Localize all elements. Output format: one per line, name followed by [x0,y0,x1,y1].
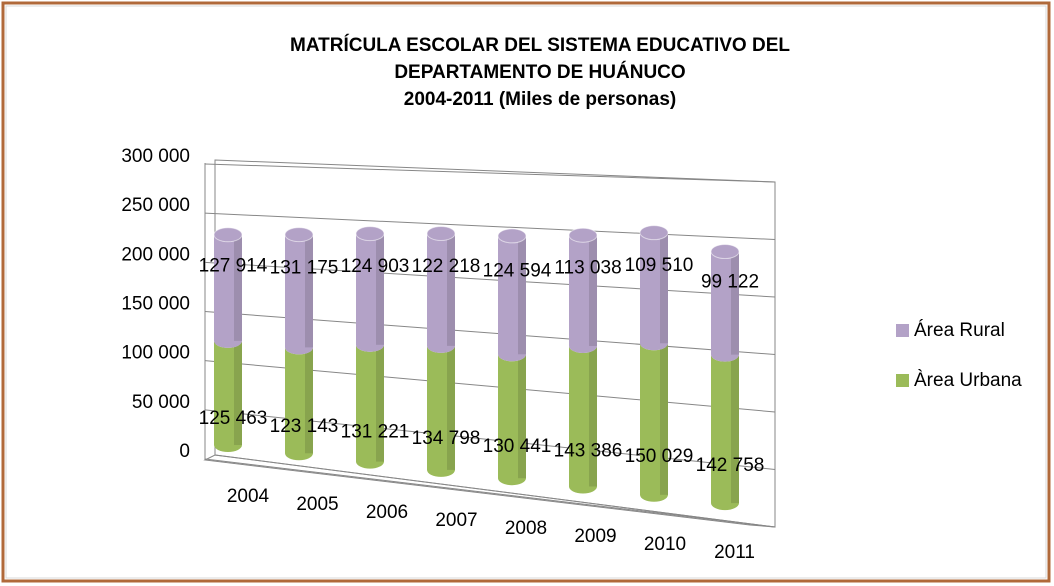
cylinder-segment [711,354,739,511]
y-tick-label: 300 000 [121,146,190,167]
inner-frame [5,5,1047,579]
chart-title: DEPARTAMENTO DE HUÁNUCO [394,61,685,83]
y-tick-label: 150 000 [121,294,190,315]
x-tick-label: 2006 [366,502,408,523]
cylinder-segment [498,235,526,362]
cylinder-shade [731,251,739,355]
data-label: 124 903 [341,256,410,277]
data-label: 122 218 [412,256,481,277]
cylinder-shade [234,234,242,341]
data-label: 113 038 [554,257,621,278]
cylinder-shade [518,354,526,479]
data-label: 131 175 [270,257,339,278]
cylinder-shade [376,344,384,462]
y-tick-label: 100 000 [121,343,190,364]
cylinder-top [497,228,527,244]
cylinder-segment [427,345,455,477]
data-label: 143 386 [554,440,623,461]
data-label: 109 510 [625,255,694,276]
grid-line [204,163,776,183]
cylinder-top [568,227,598,243]
cylinder-shade [376,233,384,345]
cylinder-top [213,227,243,243]
data-label: 125 463 [199,408,268,429]
x-tick-label: 2008 [505,518,547,539]
y-tick-label: 0 [179,441,190,462]
grid-line [204,212,776,240]
cylinder-segment [640,232,668,351]
cylinder-shade [589,345,597,487]
cylinder-shade [305,234,313,348]
data-label: 142 758 [696,455,765,476]
cylinder-shade [660,232,668,344]
chart-title: 2004-2011 (Miles de personas) [404,89,676,110]
cylinder-shade [234,340,242,445]
cylinder-segment [569,235,597,353]
cylinder-segment [214,340,243,452]
y-tick-label: 250 000 [121,195,190,216]
y-tick-label: 50 000 [132,392,190,413]
cylinder-segment [498,354,526,486]
chart-title: MATRÍCULA ESCOLAR DEL SISTEMA EDUCATIVO … [290,34,790,56]
legend-swatch [896,374,909,387]
data-label: 123 143 [270,416,339,437]
grid-line [204,458,776,528]
x-tick-label: 2007 [435,510,477,531]
data-label: 131 221 [341,421,410,442]
data-label: 99 122 [701,271,759,292]
data-label: 150 029 [625,446,694,467]
x-tick-label: 2004 [227,486,270,507]
data-label: 124 594 [483,260,552,281]
x-tick-label: 2010 [644,534,686,555]
cylinder-segment [711,251,739,362]
cylinder-shade [305,347,313,454]
cylinder-shade [731,354,739,504]
data-label: 130 441 [483,436,552,457]
cylinder-segment [356,344,384,469]
cylinder-shade [660,343,668,495]
cylinder-top [284,227,314,243]
cylinder-shade [518,235,526,355]
cylinder-segment [356,233,384,352]
cylinder-top [355,226,385,242]
cylinder-segment [569,345,597,494]
cylinder-segment [640,343,668,502]
data-label: 127 914 [199,256,268,277]
cylinder-shade [589,235,597,346]
cylinder-segment [427,233,455,353]
x-tick-label: 2005 [296,494,338,515]
legend-label: Área Rural [914,320,1005,341]
cylinder-segment [285,347,313,461]
y-tick-label: 200 000 [121,244,190,265]
cylinder-top [710,244,740,260]
cylinder-shade [447,233,455,346]
cylinder-shade [447,345,455,470]
legend-swatch [896,324,909,337]
cylinder-top [426,225,456,241]
cylinder-segment [214,234,243,348]
floor [203,454,776,528]
legend-label: Àrea Urbana [914,370,1022,391]
data-label: 134 798 [412,428,481,449]
cylinder-top [639,225,669,241]
x-tick-label: 2009 [574,526,616,547]
cylinder-segment [285,234,313,355]
x-tick-label: 2011 [714,542,755,563]
